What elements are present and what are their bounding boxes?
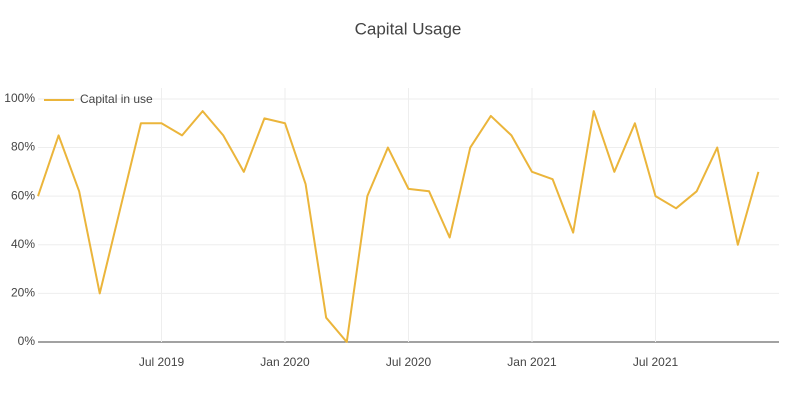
y-tick-label: 20%	[11, 286, 35, 300]
x-tick-label: Jul 2020	[386, 355, 432, 369]
x-tick-label: Jan 2021	[507, 355, 557, 369]
y-tick-label: 0%	[18, 334, 36, 348]
y-tick-label: 100%	[4, 91, 35, 105]
x-tick-label: Jan 2020	[260, 355, 310, 369]
y-tick-label: 60%	[11, 188, 35, 202]
y-tick-label: 40%	[11, 237, 35, 251]
x-tick-label: Jul 2019	[139, 355, 185, 369]
y-tick-label: 80%	[11, 140, 35, 154]
chart-title: Capital Usage	[355, 19, 462, 38]
data-line	[37, 110, 760, 343]
legend-label: Capital in use	[80, 92, 153, 106]
x-tick-label: Jul 2021	[633, 355, 679, 369]
